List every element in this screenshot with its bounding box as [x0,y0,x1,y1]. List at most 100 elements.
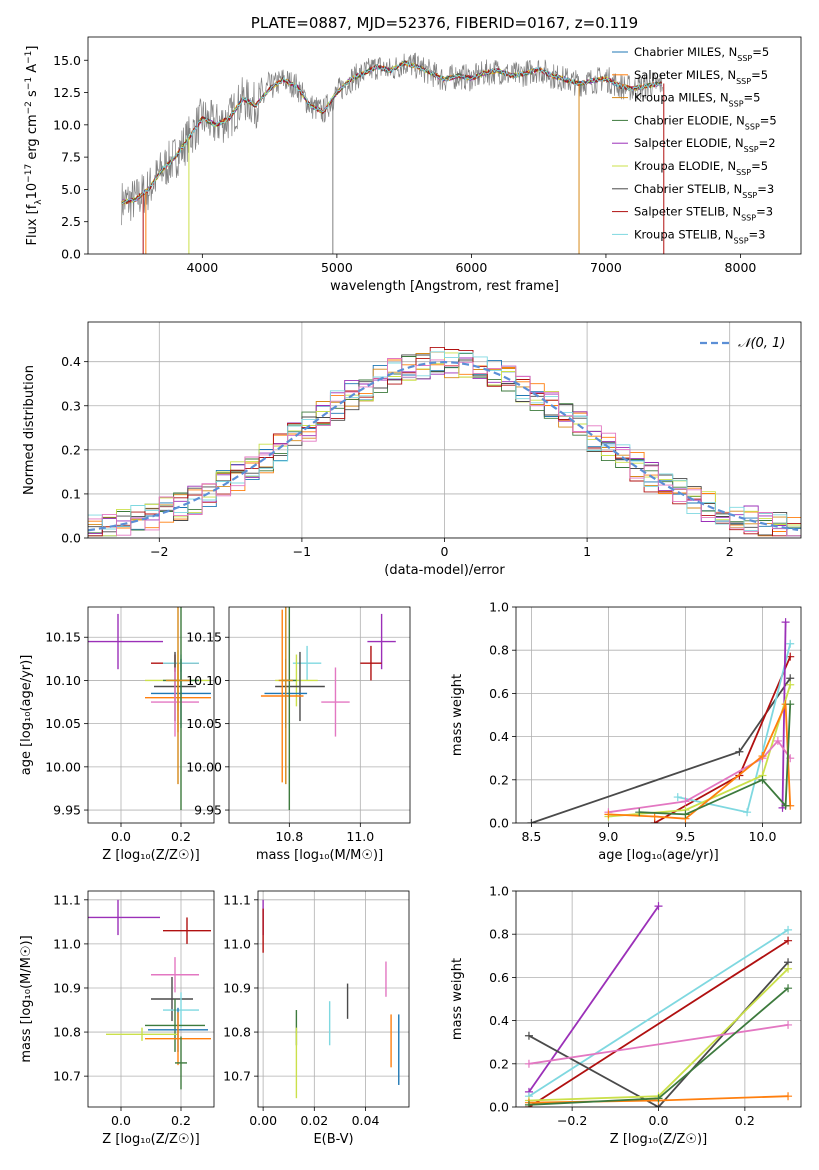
legend-label-text: Salpeter MILES, N [634,68,736,82]
legend-label-sub: SSP [744,145,759,154]
y-axis-label-part: s [25,90,40,101]
y-axis-label: age [log₁₀(age/yr)] [19,655,34,776]
legend-label: Kroupa STELIB, NSSP=3 [634,227,765,245]
y-axis-label-part: ] [25,46,40,51]
series-line-salpeter_miles [608,703,792,820]
legend-label-sub: SSP [729,99,744,108]
legend-label-text: Salpeter STELIB, N [634,205,741,219]
axes-frame [515,890,802,1108]
x-axis-label: Z [log₁₀(Z/Z☉)] [610,1132,707,1147]
y-tick-label: 0.0 [489,816,509,831]
x-tick-label: 0.00 [249,1113,277,1128]
plot-area [88,891,214,1107]
legend-label: Kroupa MILES, NSSP=5 [634,91,760,109]
series-line-salpeter_elodie [781,622,787,808]
axes-frame [515,606,802,824]
x-axis-label: E(B-V) [313,1132,353,1147]
x-tick-label: 10.0 [749,829,777,844]
legend-label-sub: SSP [734,236,749,245]
axes-mass-vs-Z: 0.0 0.2 10.7 10.8 10.9 11.0 11.1 Z [log₁₀(Z/Z☉)… [19,890,215,1147]
legend-label-suffix: =5 [752,45,769,59]
series-point-marker [781,801,790,810]
series-point-marker [784,984,793,993]
y-tick-label: 10.10 [186,673,222,688]
y-tick-label: 10.7 [53,1069,81,1084]
x-axis-label: mass [log₁₀(M/M☉)] [256,848,383,863]
y-axis-label-part: −17 [24,164,34,183]
series-point-marker [784,1020,793,1029]
y-tick-label: 11.0 [53,936,81,951]
series-point-marker [784,964,793,973]
x-axis-label: age [log₁₀(age/yr)] [598,848,719,863]
y-axis-label: Flux [fλ10−17 erg cm−2 s−1 A−1] [24,46,44,246]
x-tick-label: 0.04 [352,1113,380,1128]
series-line-salpeter_stelib [528,939,789,1107]
plot-area [229,607,410,823]
series-point-marker [758,752,767,761]
y-axis-label-part: Flux [f [25,204,40,245]
legend-label-text: Salpeter ELODIE, N [634,136,744,150]
series-point-marker [786,639,795,648]
series-line-kroupa_stelib [677,643,792,814]
axes-age-vs-mass: 10.8 11.0 9.95 10.00 10.05 10.10 10.15 mass [lo… [186,606,411,863]
y-axis-label-part: −2 [24,101,34,114]
x-tick-label: 0.02 [300,1113,328,1128]
axes-frame [87,321,802,539]
x-tick-label: 7000 [590,260,622,275]
y-tick-label: 0.4 [61,354,81,369]
y-tick-label: 0.8 [489,927,509,942]
x-axis-label: Z [log₁₀(Z/Z☉)] [102,1132,199,1147]
axes-frame [228,606,411,824]
plot-area [121,52,665,254]
legend-label-text: Kroupa ELODIE, N [634,159,736,173]
series-point-marker [524,1100,533,1107]
series-point-marker [654,902,663,911]
legend-label: Salpeter STELIB, NSSP=3 [634,205,773,223]
series-line-chabrier_stelib [531,677,791,823]
series-point-marker [784,1092,793,1101]
y-tick-label: 1.0 [489,884,509,899]
y-tick-label: 10.0 [53,117,81,132]
plot-area [88,322,801,538]
y-tick-label: 0.4 [489,729,509,744]
plot-area [516,607,801,823]
legend-label-sub: SSP [745,122,760,131]
x-tick-label: 6000 [455,260,487,275]
y-axis-label-part: 10 [25,183,40,200]
spectrum-line-gray_spectrum [121,52,663,226]
x-axis-label: Z [log₁₀(Z/Z☉)] [102,848,199,863]
y-tick-label: 10.8 [223,1025,251,1040]
y-axis-label: mass [log₁₀(M/M☉)] [19,935,34,1062]
normal-curve [88,360,799,532]
series-line-kroupa_stelib [528,929,789,1097]
x-tick-label: 0.2 [171,829,191,844]
series-point-marker [758,775,767,784]
legend-label-sub: SSP [742,190,757,199]
axes-mass-vs-EBV: 0.00 0.02 0.04 10.7 10.8 10.9 11.0 11.1 E(B-V) [223,890,410,1147]
series-point-marker [743,808,752,817]
series-point-marker [773,736,782,745]
y-axis-label-part: λ [34,199,44,205]
y-tick-label: 5.0 [61,182,81,197]
y-tick-label: 0.4 [489,1013,509,1028]
x-tick-label: 2 [726,544,734,559]
y-tick-label: 12.5 [53,85,81,100]
histogram-step-kroupa_stelib [88,351,801,537]
x-tick-label: 0 [441,544,449,559]
series-point-marker [781,618,790,627]
legend-label-text: Kroupa STELIB, N [634,227,734,241]
legend-label-sub: SSP [741,213,756,222]
y-tick-label: 10.05 [186,716,222,731]
y-tick-label: 1.0 [489,600,509,615]
legend-label-suffix: =5 [744,91,761,105]
y-tick-label: 11.1 [223,892,251,907]
series-point-marker [524,1059,533,1068]
histogram-step-salpeter_elodie [88,357,801,537]
axes-age-vs-Z: 0.0 0.2 9.95 10.00 10.05 10.10 10.15 Z [log₁₀(Z… [19,606,215,863]
y-tick-label: 7.5 [61,150,81,165]
legend-label-suffix: =3 [756,205,773,219]
x-tick-label: 5000 [321,260,353,275]
axes-frame [87,606,215,824]
y-tick-label: 2.5 [61,214,81,229]
y-axis-label-part: −1 [24,51,34,64]
